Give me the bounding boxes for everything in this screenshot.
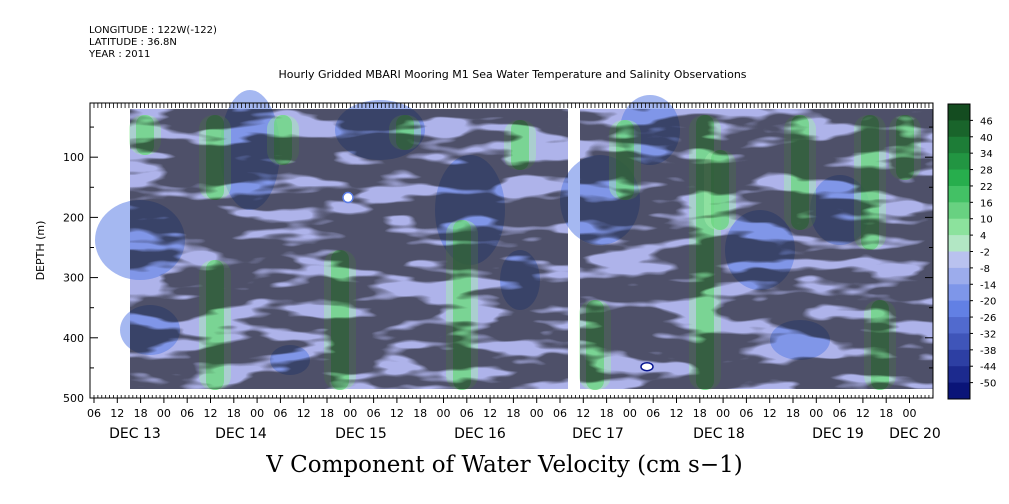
colorbar-swatch (948, 153, 970, 171)
x-day-label: DEC 15 (335, 426, 387, 442)
x-hour-label: 18 (320, 407, 334, 420)
x-hour-label: 12 (856, 407, 870, 420)
x-hour-label: 18 (413, 407, 427, 420)
x-day-label: DEC 17 (572, 426, 624, 442)
heatmap-texture (580, 109, 933, 389)
colorbar-swatch (948, 333, 970, 351)
plot-frame (89, 102, 934, 399)
y-tick-label: 400 (63, 332, 84, 345)
year-label: YEAR : 2011 (89, 49, 151, 60)
x-hour-label: 06 (833, 407, 847, 420)
x-hour-label: 00 (530, 407, 544, 420)
x-hour-label: 18 (600, 407, 614, 420)
x-hour-label: 12 (763, 407, 777, 420)
latitude-label: LATITUDE : 36.8N (89, 37, 177, 48)
y-axis-label: DEPTH (m) (34, 221, 47, 281)
colorbar-swatch (948, 136, 970, 154)
colorbar-label: -50 (980, 379, 996, 390)
x-hour-label: 18 (879, 407, 893, 420)
x-hour-label: 00 (250, 407, 264, 420)
x-day-label: DEC 20 (889, 426, 941, 442)
x-day-label: DEC 19 (812, 426, 864, 442)
x-hour-label: 18 (134, 407, 148, 420)
colorbar-label: 28 (980, 166, 993, 177)
x-day-label: DEC 16 (454, 426, 506, 442)
colorbar-swatch (948, 366, 970, 384)
colorbar-swatch (948, 120, 970, 138)
colorbar-label: 34 (980, 149, 993, 160)
colorbar-label: -44 (980, 362, 996, 373)
x-hour-label: 06 (273, 407, 287, 420)
colorbar-swatch (948, 267, 970, 285)
colorbar-label: -26 (980, 313, 996, 324)
x-hour-label: 12 (204, 407, 218, 420)
x-hour-label: 12 (297, 407, 311, 420)
x-hour-label: 18 (786, 407, 800, 420)
x-hour-label: 00 (903, 407, 917, 420)
heatmap-field (95, 90, 933, 390)
x-hour-label: 06 (739, 407, 753, 420)
colorbar-swatch (948, 235, 970, 252)
colorbar-label: 40 (980, 133, 993, 144)
x-hour-label: 00 (343, 407, 357, 420)
x-hour-label: 06 (367, 407, 381, 420)
colorbar-swatch (948, 218, 970, 236)
colorbar-label: -20 (980, 297, 996, 308)
x-hour-label: 00 (437, 407, 451, 420)
colorbar-swatch (948, 349, 970, 367)
colorbar-label: -32 (980, 329, 996, 340)
colorbar-swatch (948, 202, 970, 220)
chart-title: Hourly Gridded MBARI Mooring M1 Sea Wate… (278, 68, 747, 81)
colorbar-swatch (948, 284, 970, 302)
x-hour-label: 00 (157, 407, 171, 420)
x-hour-label: 06 (553, 407, 567, 420)
colorbar-label: -38 (980, 346, 996, 357)
y-tick-label: 500 (63, 392, 84, 405)
colorbar-swatch (948, 382, 970, 400)
x-hour-label: 12 (390, 407, 404, 420)
longitude-label: LONGITUDE : 122W(-122) (89, 25, 217, 36)
x-hour-label: 00 (623, 407, 637, 420)
x-hour-label: 00 (716, 407, 730, 420)
colorbar-swatch (948, 317, 970, 334)
missing-data-spot (640, 361, 654, 372)
colorbar-swatch (948, 169, 970, 187)
x-hour-label: 18 (506, 407, 520, 420)
colorbar-swatch (948, 251, 970, 269)
x-hour-label: 06 (180, 407, 194, 420)
x-hour-label: 12 (110, 407, 124, 420)
missing-data-spot (342, 191, 354, 204)
colorbar-label: 46 (980, 116, 993, 127)
x-day-label: DEC 18 (693, 426, 745, 442)
x-hour-label: 06 (460, 407, 474, 420)
heatmap-texture (130, 109, 568, 389)
x-hour-label: 12 (483, 407, 497, 420)
colorbar-swatch (948, 300, 970, 318)
colorbar-label: 16 (980, 198, 993, 209)
chart-axes: 06 12 18 00 06 12 18 00 06 12 18 00 06 12 18 00 06 12 18 00… (34, 102, 941, 442)
x-day-label: DEC 13 (109, 426, 161, 442)
x-hour-label: 06 (87, 407, 101, 420)
y-tick-label: 100 (63, 151, 84, 164)
x-hour-label: 18 (693, 407, 707, 420)
colorbar-legend: 46 40 34 28 22 16 10 4 -2 -8 -14 -20 -26 -32 -38 -44 -50 (947, 103, 996, 400)
colorbar-label: 22 (980, 182, 993, 193)
x-hour-label: 12 (576, 407, 590, 420)
x-hour-label: 12 (670, 407, 684, 420)
x-day-label: DEC 14 (215, 426, 267, 442)
colorbar-swatch (948, 185, 970, 203)
colorbar-label: 4 (980, 231, 986, 242)
colorbar-label: -8 (980, 264, 990, 275)
x-hour-label: 00 (809, 407, 823, 420)
colorbar-label: -14 (980, 280, 996, 291)
variable-title: V Component of Water Velocity (cm s−1) (266, 452, 743, 478)
x-hour-label: 06 (646, 407, 660, 420)
x-hour-label: 18 (227, 407, 241, 420)
colorbar-label: 10 (980, 215, 993, 226)
colorbar-swatch (948, 104, 970, 121)
y-tick-label: 200 (63, 211, 84, 224)
colorbar-label: -2 (980, 248, 990, 259)
y-tick-label: 300 (63, 272, 84, 285)
